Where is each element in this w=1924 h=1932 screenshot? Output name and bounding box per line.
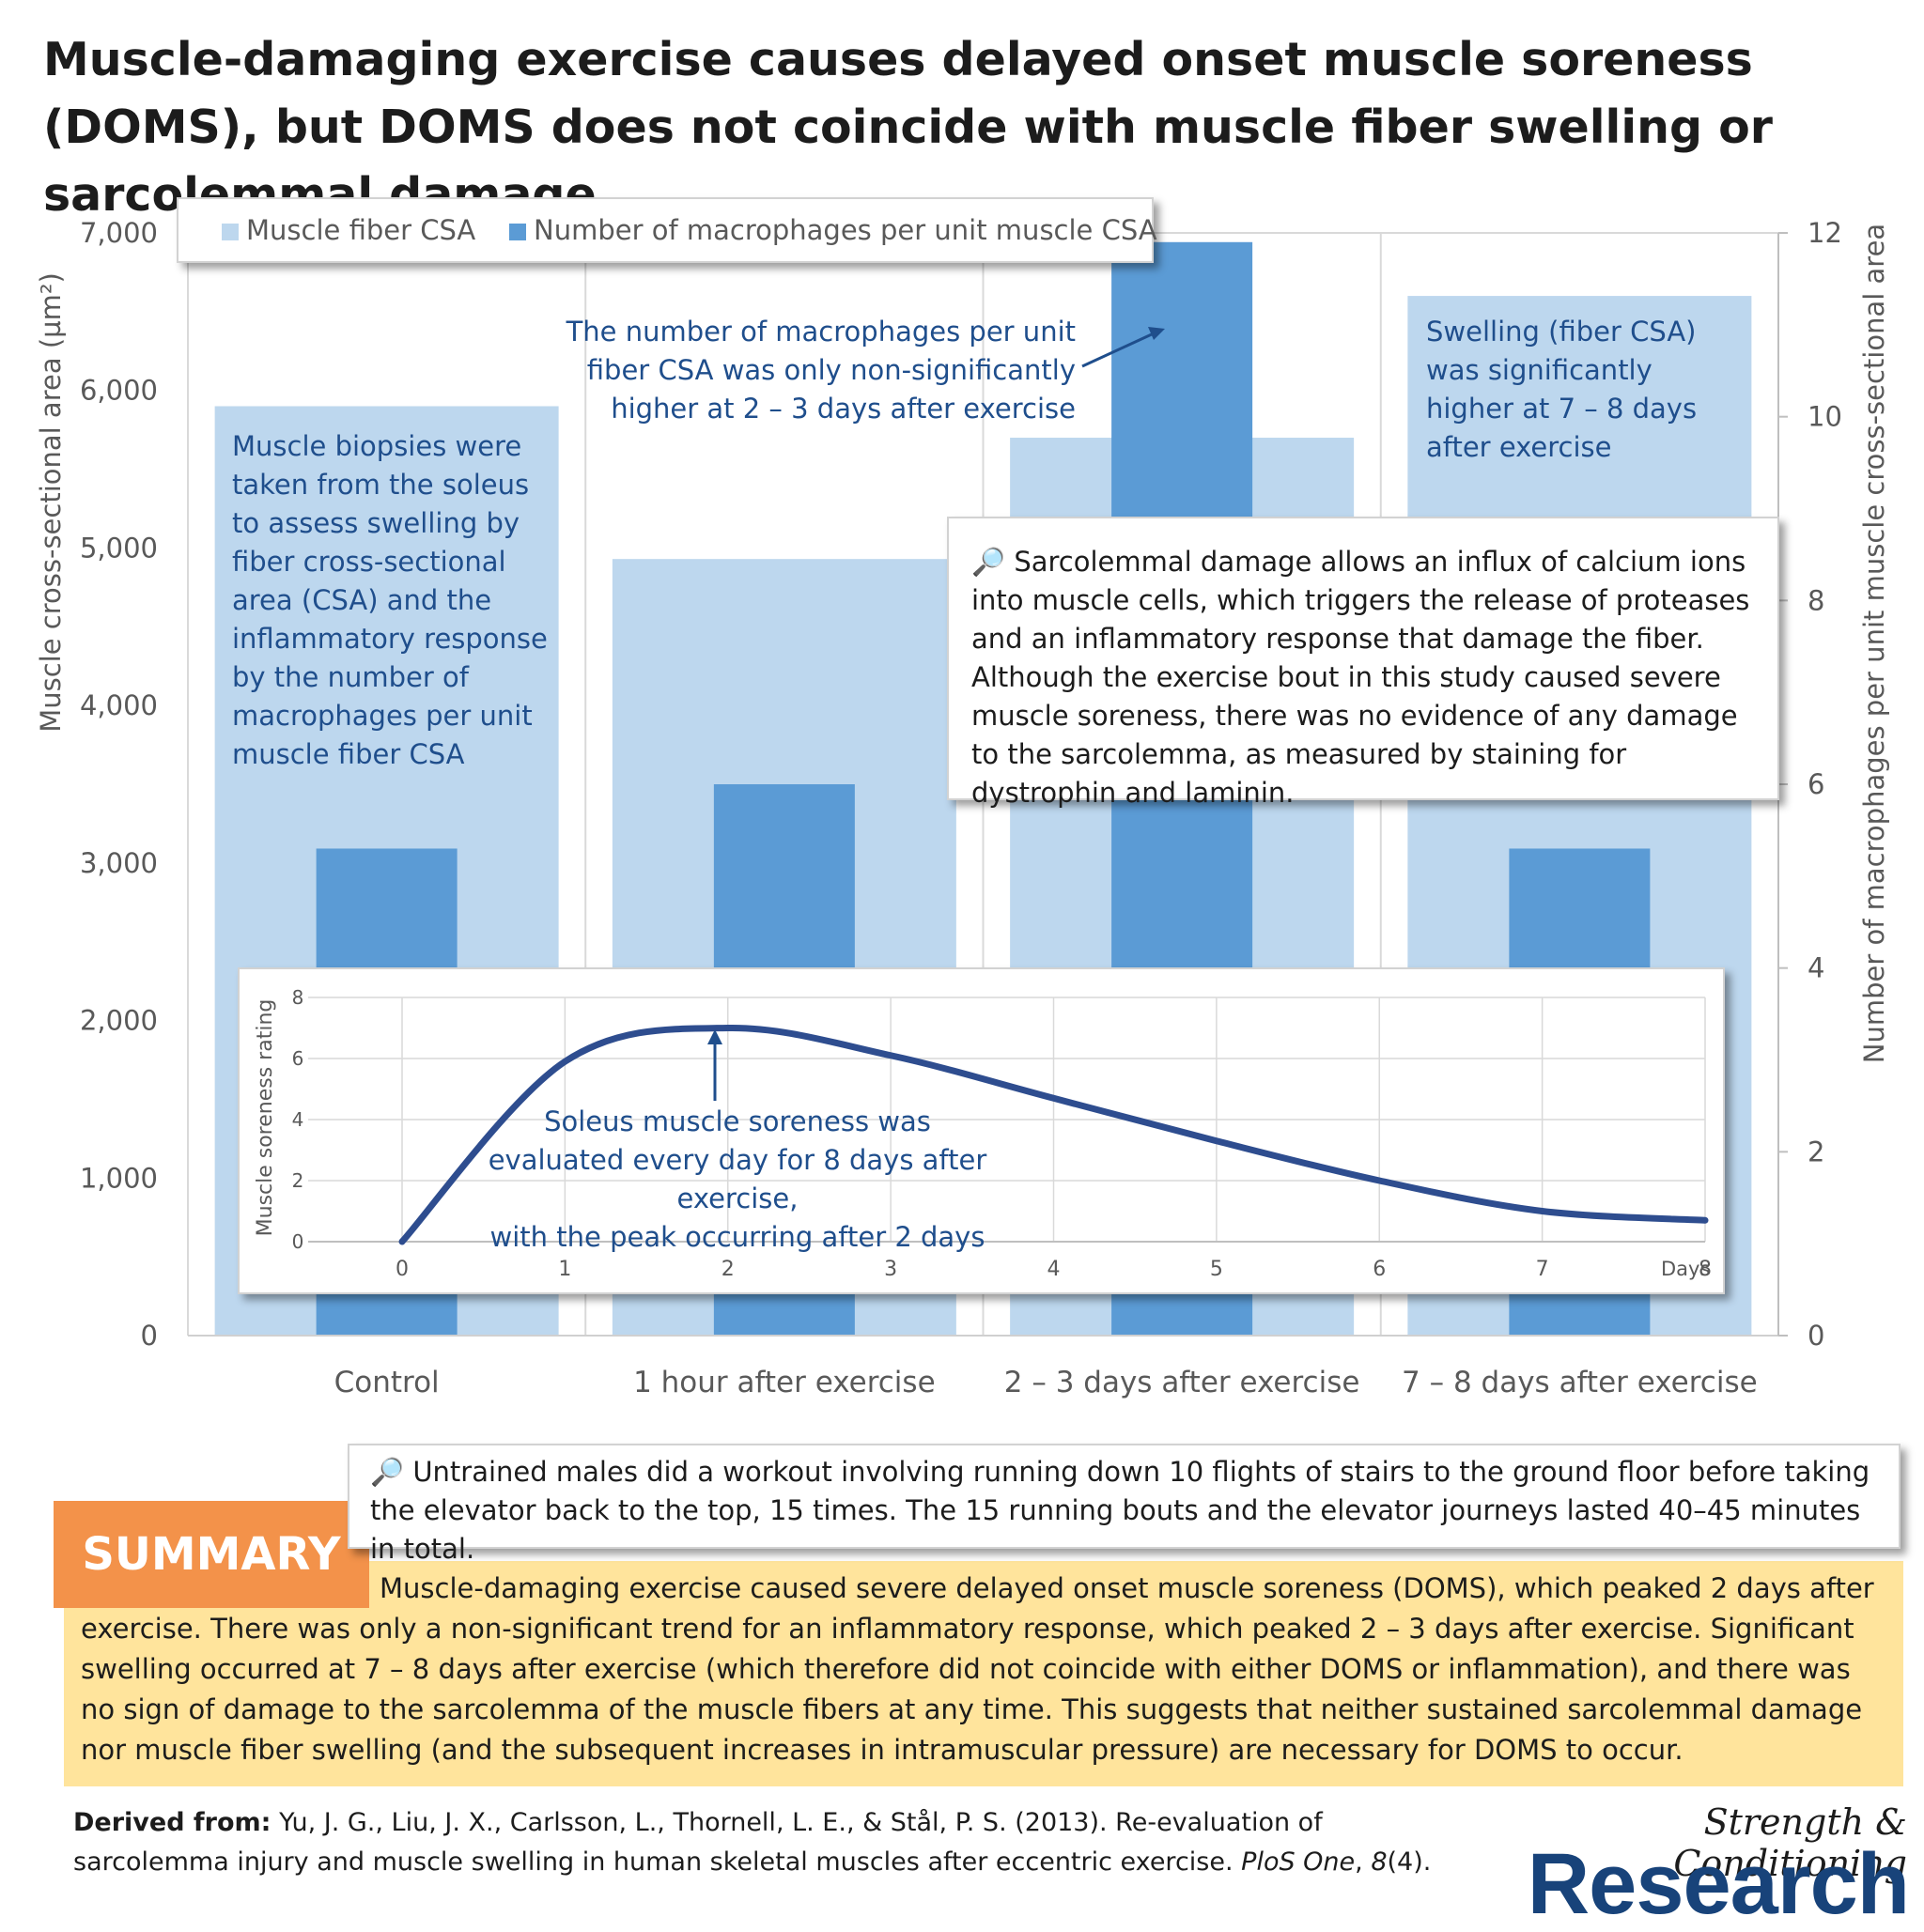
inset-x-tick-label: 6 xyxy=(1373,1258,1386,1281)
soreness-inset: 0 2 4 6 8 0 1 2 3 4 5 6 7 8 Days Muscle soreness rat… xyxy=(238,967,1725,1294)
soreness-arrow xyxy=(707,1029,722,1101)
right-tick-label: 0 xyxy=(1808,1320,1824,1352)
category-label: Control xyxy=(334,1366,440,1399)
swelling-annotation: Swelling (fiber CSA) was significantly hi… xyxy=(1426,316,1698,463)
inset-y-axis-label: Muscle soreness rating xyxy=(254,999,277,1237)
inset-y-tick-label: 2 xyxy=(292,1169,304,1192)
brand-logo-word: Research xyxy=(1527,1836,1910,1932)
chart-legend: Muscle fiber CSA Number of macrophages p… xyxy=(177,197,1157,263)
inset-y-tick-label: 6 xyxy=(292,1047,304,1070)
inset-x-axis-label: Days xyxy=(1661,1258,1710,1280)
left-tick-label: 7,000 xyxy=(80,217,158,249)
left-tick-label: 2,000 xyxy=(80,1005,158,1037)
right-tick-label: 2 xyxy=(1808,1136,1824,1167)
sarcolemma-note-text: 🔎 Sarcolemmal damage allows an influx of… xyxy=(971,546,1750,809)
page-title: Muscle-damaging exercise causes delayed … xyxy=(43,33,1773,222)
summary-text: Muscle-damaging exercise caused severe d… xyxy=(81,1572,1874,1766)
citation: Derived from: Yu, J. G., Liu, J. X., Car… xyxy=(73,1808,1432,1877)
inset-y-tick-label: 0 xyxy=(292,1230,304,1253)
left-axis-label: Muscle cross-sectional area (µm²) xyxy=(35,272,67,733)
brand-logo-script: Strength & Conditioning xyxy=(1673,1801,1907,1884)
macrophage-annotation: The number of macrophages per unit fiber … xyxy=(566,316,1076,425)
left-tick-label: 4,000 xyxy=(80,689,158,721)
legend-item-csa: Muscle fiber CSA xyxy=(222,214,475,246)
inset-y-tick-label: 8 xyxy=(292,986,304,1009)
inset-x-tick-label: 3 xyxy=(884,1258,897,1281)
citation-issue: (4). xyxy=(1387,1847,1432,1877)
citation-label: Derived from: xyxy=(73,1808,272,1837)
inset-y-ticks: 0 2 4 6 8 xyxy=(292,986,304,1253)
inset-x-tick-label: 1 xyxy=(558,1258,571,1281)
inset-x-tick-label: 0 xyxy=(396,1258,409,1281)
workout-note: 🔎 Untrained males did a workout involvin… xyxy=(348,1444,1901,1565)
workout-note-text: 🔎 Untrained males did a workout involvin… xyxy=(370,1456,1870,1565)
category-label: 1 hour after exercise xyxy=(633,1366,936,1399)
left-tick-label: 6,000 xyxy=(80,375,158,407)
right-axis-ticks: 0 2 4 6 8 10 12 xyxy=(1778,217,1842,1352)
legend-swatch-macrophages xyxy=(509,224,526,240)
macrophage-arrow xyxy=(1081,327,1165,368)
citation-journal: PloS One xyxy=(1241,1847,1356,1877)
right-tick-label: 12 xyxy=(1808,217,1842,249)
left-tick-label: 0 xyxy=(141,1320,158,1352)
inset-x-tick-label: 7 xyxy=(1536,1258,1549,1281)
inset-x-ticks: 0 1 2 3 4 5 6 7 8 xyxy=(396,1258,1712,1281)
inset-gridlines xyxy=(308,997,1706,1243)
category-labels: Control 1 hour after exercise 2 – 3 days a… xyxy=(334,1366,1758,1399)
inset-x-tick-label: 5 xyxy=(1210,1258,1223,1281)
summary-box xyxy=(64,1561,1903,1786)
legend-item-macrophages: Number of macrophages per unit muscle CS… xyxy=(509,214,1157,246)
inset-y-tick-label: 4 xyxy=(292,1108,304,1131)
soreness-line-chart: 0 2 4 6 8 0 1 2 3 4 5 6 7 8 Days Muscle soreness rat… xyxy=(254,986,1712,1281)
left-tick-label: 5,000 xyxy=(80,532,158,564)
right-tick-label: 4 xyxy=(1808,952,1824,984)
right-tick-label: 10 xyxy=(1808,401,1842,433)
left-axis-ticks: 0 1,000 2,000 3,000 4,000 5,000 6,000 7,000 xyxy=(80,217,158,1352)
inset-x-tick-label: 8 xyxy=(1699,1258,1712,1281)
soreness-curve xyxy=(398,1024,1709,1245)
soreness-annotation: Soleus muscle soreness was evaluated ever… xyxy=(488,1105,987,1253)
summary-label: SUMMARY xyxy=(54,1501,369,1608)
citation-volume: 8 xyxy=(1371,1847,1388,1877)
legend-swatch-csa xyxy=(222,224,239,240)
right-axis-label: Number of macrophages per unit muscle cr… xyxy=(1858,224,1890,1063)
inset-x-tick-label: 4 xyxy=(1047,1258,1061,1281)
inset-x-tick-label: 2 xyxy=(722,1258,735,1281)
left-tick-label: 3,000 xyxy=(80,847,158,879)
right-tick-label: 6 xyxy=(1808,768,1824,800)
category-label: 7 – 8 days after exercise xyxy=(1402,1366,1758,1399)
category-label: 2 – 3 days after exercise xyxy=(1004,1366,1360,1399)
sarcolemma-note: 🔎 Sarcolemmal damage allows an influx of… xyxy=(947,517,1779,809)
biopsy-annotation: Muscle biopsies were taken from the soleu… xyxy=(232,430,548,770)
right-tick-label: 8 xyxy=(1808,584,1824,616)
left-tick-label: 1,000 xyxy=(80,1162,158,1194)
citation-text: Yu, J. G., Liu, J. X., Carlsson, L., Tho… xyxy=(73,1808,1323,1877)
